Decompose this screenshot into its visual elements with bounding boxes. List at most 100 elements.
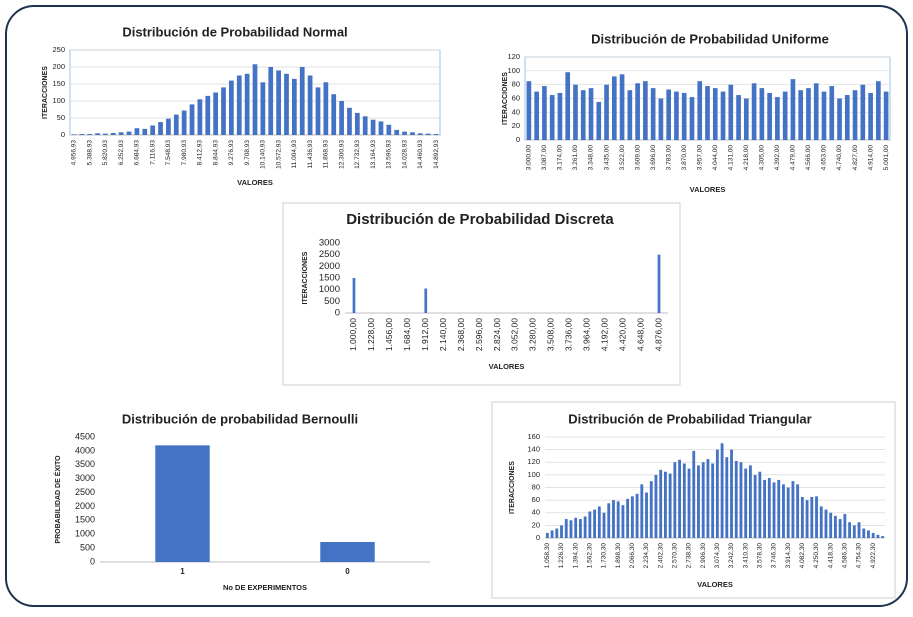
x-tick-label: 12.300,93 xyxy=(338,140,345,169)
x-tick-label: 4.218,00 xyxy=(743,145,750,171)
bar xyxy=(378,121,384,135)
x-tick-label: 3.696,00 xyxy=(650,145,657,171)
bar xyxy=(410,132,415,135)
x-tick-label: 2.066,30 xyxy=(629,543,636,569)
bar xyxy=(674,91,679,140)
bar xyxy=(786,487,790,538)
bar xyxy=(682,463,686,538)
x-tick-label: 2.906,30 xyxy=(700,543,707,569)
x-tick-label: 2.402,30 xyxy=(657,543,664,569)
x-tick-label: 6.684,93 xyxy=(134,140,141,166)
bar xyxy=(715,449,719,538)
x-tick-label: 14.028,93 xyxy=(401,140,408,169)
chart-title: Distribución de Probabilidad Triangular xyxy=(568,411,811,426)
x-tick-label: 11.004,93 xyxy=(291,140,298,169)
bar xyxy=(352,278,356,313)
x-tick-label: 3.261,00 xyxy=(572,145,579,171)
bar xyxy=(852,90,858,140)
bar xyxy=(292,78,297,135)
y-tick-label: 3000 xyxy=(75,473,95,483)
bar xyxy=(711,463,715,538)
bar xyxy=(758,471,762,538)
bar xyxy=(433,133,439,135)
x-axis-label: VALORES xyxy=(697,580,733,589)
bar xyxy=(834,515,837,538)
bar xyxy=(838,519,842,538)
bar xyxy=(867,530,870,538)
chart-title: Distribución de Probabilidad Uniforme xyxy=(591,31,829,46)
bar xyxy=(751,83,757,140)
x-tick-label: 3.087,00 xyxy=(541,145,548,171)
bar xyxy=(229,80,234,135)
outer-frame xyxy=(5,5,908,607)
bar xyxy=(759,88,765,140)
x-tick-label: 10.140,93 xyxy=(260,140,267,169)
x-tick-label: 1.912,00 xyxy=(420,318,430,351)
bar xyxy=(593,509,596,538)
bar xyxy=(158,122,163,135)
bar xyxy=(588,88,594,140)
x-tick-label: 3.508,00 xyxy=(546,318,556,351)
bar xyxy=(876,81,881,140)
bar xyxy=(565,72,571,140)
x-tick-label: 14.460,93 xyxy=(417,140,424,169)
y-tick-label: 20 xyxy=(532,520,540,529)
bar xyxy=(626,498,630,538)
x-tick-label: 1.898,30 xyxy=(615,543,622,569)
y-tick-label: 60 xyxy=(512,93,520,102)
bar xyxy=(848,522,851,538)
bar xyxy=(819,506,823,538)
x-tick-label: 14.892,93 xyxy=(433,140,440,169)
bar xyxy=(701,462,705,538)
x-tick-label: 2.738,30 xyxy=(686,543,693,569)
bar xyxy=(564,519,568,538)
bar xyxy=(103,133,108,135)
bar xyxy=(574,517,578,538)
y-tick-label: 120 xyxy=(507,52,520,61)
bar xyxy=(659,469,663,538)
bar xyxy=(705,86,710,140)
bar xyxy=(852,525,856,538)
bar xyxy=(860,84,866,140)
bar xyxy=(550,530,554,538)
bar xyxy=(749,465,752,538)
x-tick-label: 3.074,30 xyxy=(714,543,721,569)
x-tick-label: 2.596,00 xyxy=(474,318,484,351)
bar xyxy=(118,132,124,135)
y-tick-label: 100 xyxy=(52,96,65,105)
bar xyxy=(579,519,582,538)
y-tick-label: 4000 xyxy=(75,445,95,455)
chart-card xyxy=(282,202,681,386)
x-tick-label: 2.140,00 xyxy=(438,318,448,351)
y-tick-label: 100 xyxy=(507,66,520,75)
bar xyxy=(299,67,305,135)
bar xyxy=(213,92,218,135)
bar xyxy=(150,125,156,135)
bar xyxy=(883,91,889,140)
bar xyxy=(323,82,329,135)
bar xyxy=(197,99,203,135)
y-tick-label: 50 xyxy=(57,113,65,122)
x-tick-label: 2.570,30 xyxy=(672,543,679,569)
bar xyxy=(370,119,376,135)
x-tick-label: 1.228,00 xyxy=(366,318,376,351)
bar xyxy=(619,74,625,140)
x-tick-label: 5.001,00 xyxy=(883,145,890,171)
bar xyxy=(621,505,625,538)
bar xyxy=(252,64,258,135)
bar xyxy=(730,449,733,538)
x-tick-label: 4.827,00 xyxy=(852,145,859,171)
bar xyxy=(668,473,672,538)
bar xyxy=(573,84,578,140)
bar xyxy=(347,107,352,135)
bar xyxy=(681,92,687,140)
bar xyxy=(534,91,539,140)
y-tick-label: 0 xyxy=(516,135,520,144)
bar xyxy=(549,95,555,140)
y-tick-label: 150 xyxy=(52,79,65,88)
x-tick-label: 4.082,30 xyxy=(799,543,806,569)
y-tick-label: 500 xyxy=(80,542,95,552)
bar xyxy=(560,525,563,538)
bar xyxy=(354,112,360,135)
